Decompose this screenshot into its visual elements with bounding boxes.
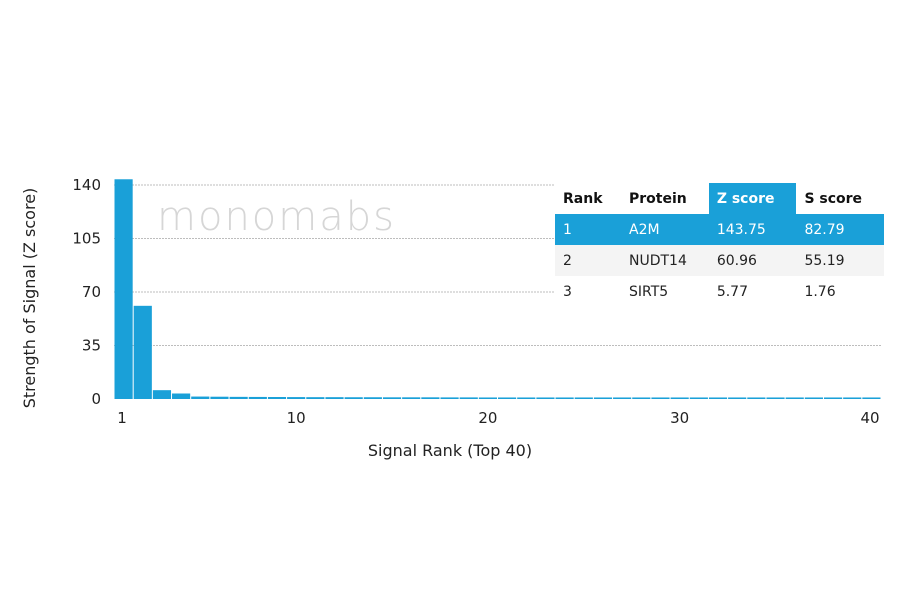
bar-rank-35 xyxy=(766,397,785,399)
bar-rank-38 xyxy=(823,397,843,399)
bar-rank-20 xyxy=(478,397,497,399)
cell-rank: 3 xyxy=(555,276,621,307)
bar-rank-37 xyxy=(804,397,823,399)
cell-s-score: 1.76 xyxy=(796,276,884,307)
cell-rank: 1 xyxy=(555,214,621,245)
bar-rank-12 xyxy=(325,397,344,399)
bar-rank-30 xyxy=(670,397,689,399)
table-header-row: Rank Protein Z score S score xyxy=(555,183,884,214)
x-tick-labels: 1 10 20 30 40 xyxy=(117,409,879,427)
bar-rank-17 xyxy=(421,397,440,399)
bar-rank-2 xyxy=(133,305,152,399)
bar-rank-9 xyxy=(267,397,287,399)
header-rank: Rank xyxy=(555,183,621,214)
bar-rank-23 xyxy=(536,397,555,399)
y-tick-label: 0 xyxy=(91,390,101,408)
bar-rank-29 xyxy=(651,397,670,399)
y-axis-label: Strength of Signal (Z score) xyxy=(20,188,39,409)
bar-rank-26 xyxy=(593,397,613,399)
bar-rank-19 xyxy=(459,397,478,399)
bar-rank-32 xyxy=(708,397,728,399)
table-row: 1 A2M 143.75 82.79 xyxy=(555,214,884,245)
bar-rank-11 xyxy=(306,397,325,399)
bar-rank-22 xyxy=(517,397,536,399)
bar-rank-31 xyxy=(689,397,708,399)
header-s-score: S score xyxy=(796,183,884,214)
bar-rank-16 xyxy=(402,397,421,399)
y-tick-labels: 0 35 70 105 140 xyxy=(72,176,101,408)
bars xyxy=(114,179,881,399)
header-protein: Protein xyxy=(621,183,709,214)
cell-protein: SIRT5 xyxy=(621,276,709,307)
bar-rank-8 xyxy=(248,396,267,399)
bar-rank-3 xyxy=(152,390,172,399)
cell-protein: A2M xyxy=(621,214,709,245)
header-z-score: Z score xyxy=(708,183,797,214)
x-tick-label: 10 xyxy=(287,409,306,427)
bar-rank-18 xyxy=(440,397,459,399)
bar-rank-40 xyxy=(862,397,881,399)
bar-rank-6 xyxy=(210,396,229,399)
bar-rank-24 xyxy=(555,397,574,399)
table-row: 3 SIRT5 5.77 1.76 xyxy=(555,276,884,307)
bar-rank-7 xyxy=(229,396,248,399)
x-tick-label: 30 xyxy=(670,409,689,427)
bar-rank-36 xyxy=(785,397,804,399)
bar-rank-34 xyxy=(747,397,766,399)
score-table: Rank Protein Z score S score 1 A2M 143.7… xyxy=(555,183,884,307)
y-tick-label: 70 xyxy=(82,283,101,301)
x-tick-label: 20 xyxy=(478,409,497,427)
y-tick-label: 140 xyxy=(72,176,101,194)
bar-rank-14 xyxy=(363,397,382,399)
bar-rank-28 xyxy=(632,397,651,399)
cell-z-score: 143.75 xyxy=(708,214,797,245)
y-tick-label: 105 xyxy=(72,230,101,248)
cell-protein: NUDT14 xyxy=(621,245,709,276)
bar-rank-25 xyxy=(574,397,593,399)
bar-rank-33 xyxy=(728,397,747,399)
bar-rank-21 xyxy=(498,397,517,399)
bar-rank-5 xyxy=(191,396,210,399)
cell-z-score: 60.96 xyxy=(708,245,797,276)
bar-rank-4 xyxy=(172,393,191,399)
x-tick-label: 40 xyxy=(860,409,879,427)
x-axis-label: Signal Rank (Top 40) xyxy=(368,441,532,460)
watermark-logo: monomabs xyxy=(157,194,396,240)
cell-z-score: 5.77 xyxy=(708,276,797,307)
x-tick-label: 1 xyxy=(117,409,127,427)
bar-rank-13 xyxy=(344,397,363,399)
bar-rank-27 xyxy=(613,397,632,399)
y-tick-label: 35 xyxy=(82,337,101,355)
cell-rank: 2 xyxy=(555,245,621,276)
bar-rank-39 xyxy=(843,397,862,399)
bar-rank-10 xyxy=(287,397,306,399)
bar-rank-15 xyxy=(382,397,402,399)
bar-rank-1 xyxy=(114,179,133,399)
table-row: 2 NUDT14 60.96 55.19 xyxy=(555,245,884,276)
cell-s-score: 82.79 xyxy=(796,214,884,245)
cell-s-score: 55.19 xyxy=(796,245,884,276)
